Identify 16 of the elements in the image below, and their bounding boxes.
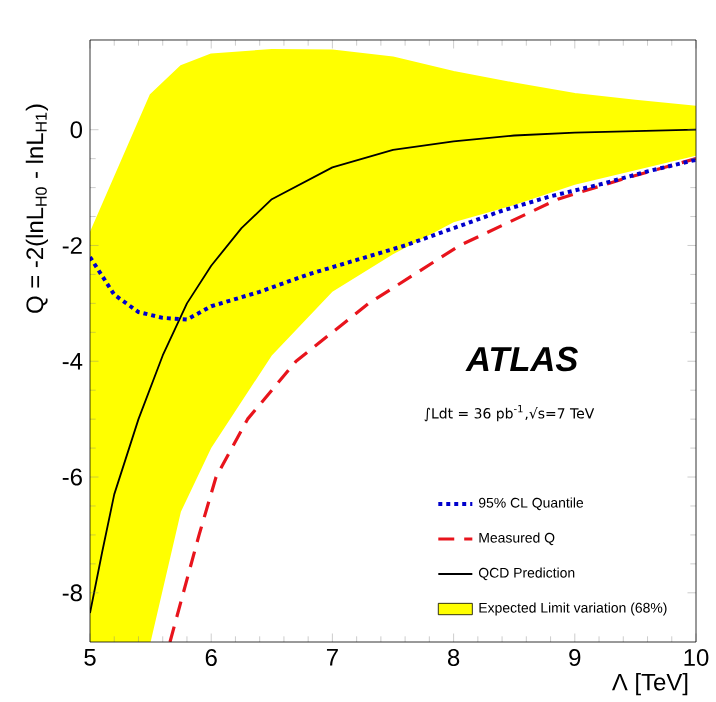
y-tick-label: -6: [62, 468, 82, 486]
annotation: ATLAS: [465, 346, 578, 372]
y-tick-label: -4: [62, 353, 83, 370]
y-axis-title: Q = -2(lnL$_{H0}$ - lnL$_{H1}$): [25, 104, 49, 313]
x-tick-label: 8: [447, 649, 460, 666]
y-tick-label: -8: [62, 584, 82, 602]
x-tick-label: 9: [569, 649, 581, 666]
y-tick-label: 0: [70, 121, 83, 139]
line-series: [168, 157, 696, 642]
y-tick-label: -2: [62, 237, 82, 254]
x-tick-label: 6: [205, 649, 217, 666]
x-axis-title: Λ [TeV]: [611, 673, 688, 696]
x-tick-label: 7: [326, 649, 338, 666]
line-series: [90, 157, 696, 322]
x-tick-label: 5: [84, 649, 96, 666]
x-tick-label: 10: [684, 649, 709, 666]
